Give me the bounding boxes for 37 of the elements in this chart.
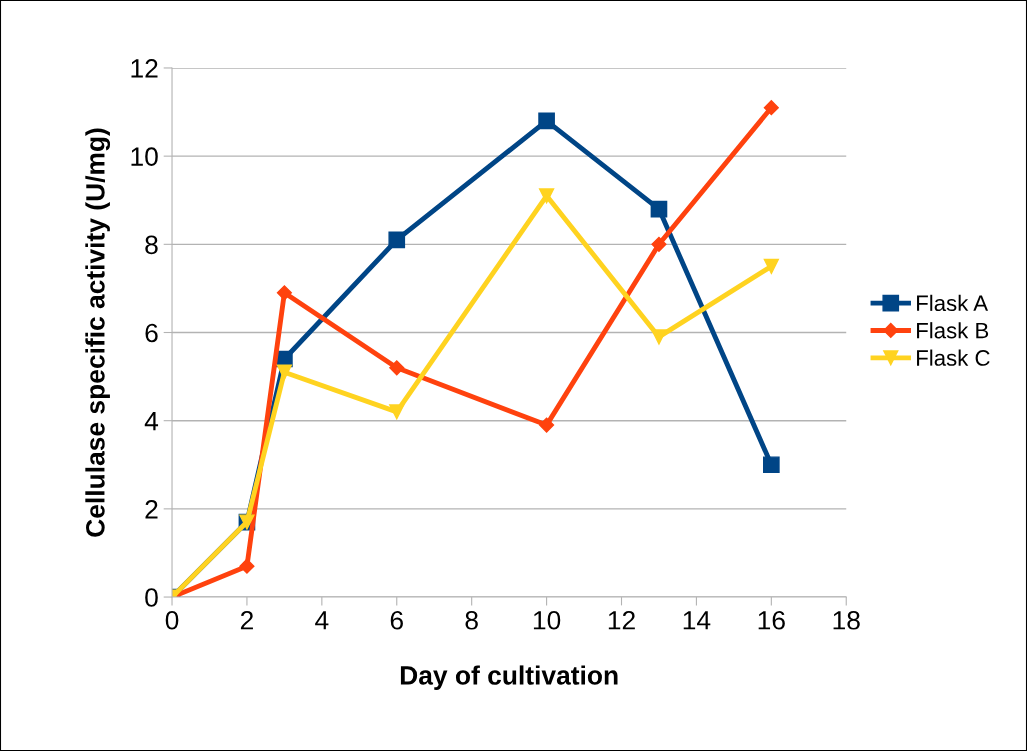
y-tick-label: 10 bbox=[131, 147, 158, 166]
x-tick-label: 12 bbox=[608, 610, 635, 630]
point bbox=[276, 364, 293, 380]
y-tick-label: 2 bbox=[145, 500, 158, 519]
point bbox=[276, 285, 292, 301]
x-tick-label: 2 bbox=[240, 610, 253, 630]
point bbox=[539, 417, 555, 433]
point bbox=[651, 329, 667, 345]
y-tick-label: 6 bbox=[145, 323, 158, 343]
point bbox=[538, 112, 555, 130]
y-tick-label: 12 bbox=[131, 59, 158, 78]
x-tick-label: 0 bbox=[165, 610, 179, 630]
x-axis-title: Day of cultivation bbox=[400, 665, 618, 690]
point bbox=[389, 404, 405, 420]
point bbox=[538, 188, 555, 204]
point bbox=[650, 200, 668, 218]
legend-label: Flask A bbox=[917, 294, 989, 312]
x-tick-label: 6 bbox=[390, 610, 403, 630]
point bbox=[389, 360, 405, 376]
legend-label: Flask C bbox=[917, 349, 990, 366]
point bbox=[239, 558, 255, 574]
point bbox=[763, 100, 779, 116]
x-tick-label: 14 bbox=[683, 611, 711, 630]
y-tick-label: 8 bbox=[145, 235, 158, 255]
x-tick-label: 8 bbox=[465, 610, 478, 630]
x-tick-label: 4 bbox=[315, 611, 329, 630]
x-tick-label: 10 bbox=[533, 610, 561, 630]
y-tick-label: 0 bbox=[145, 588, 158, 607]
point bbox=[763, 456, 780, 474]
point bbox=[763, 258, 779, 275]
y-axis-title: Cellulase specific activity (U/mg) bbox=[85, 128, 111, 537]
point bbox=[388, 231, 406, 249]
x-tick-label: 16 bbox=[758, 610, 785, 630]
legend-label: Flask B bbox=[917, 322, 989, 339]
x-tick-label: 18 bbox=[833, 610, 860, 630]
point bbox=[651, 236, 667, 252]
y-tick-label: 4 bbox=[144, 412, 159, 431]
